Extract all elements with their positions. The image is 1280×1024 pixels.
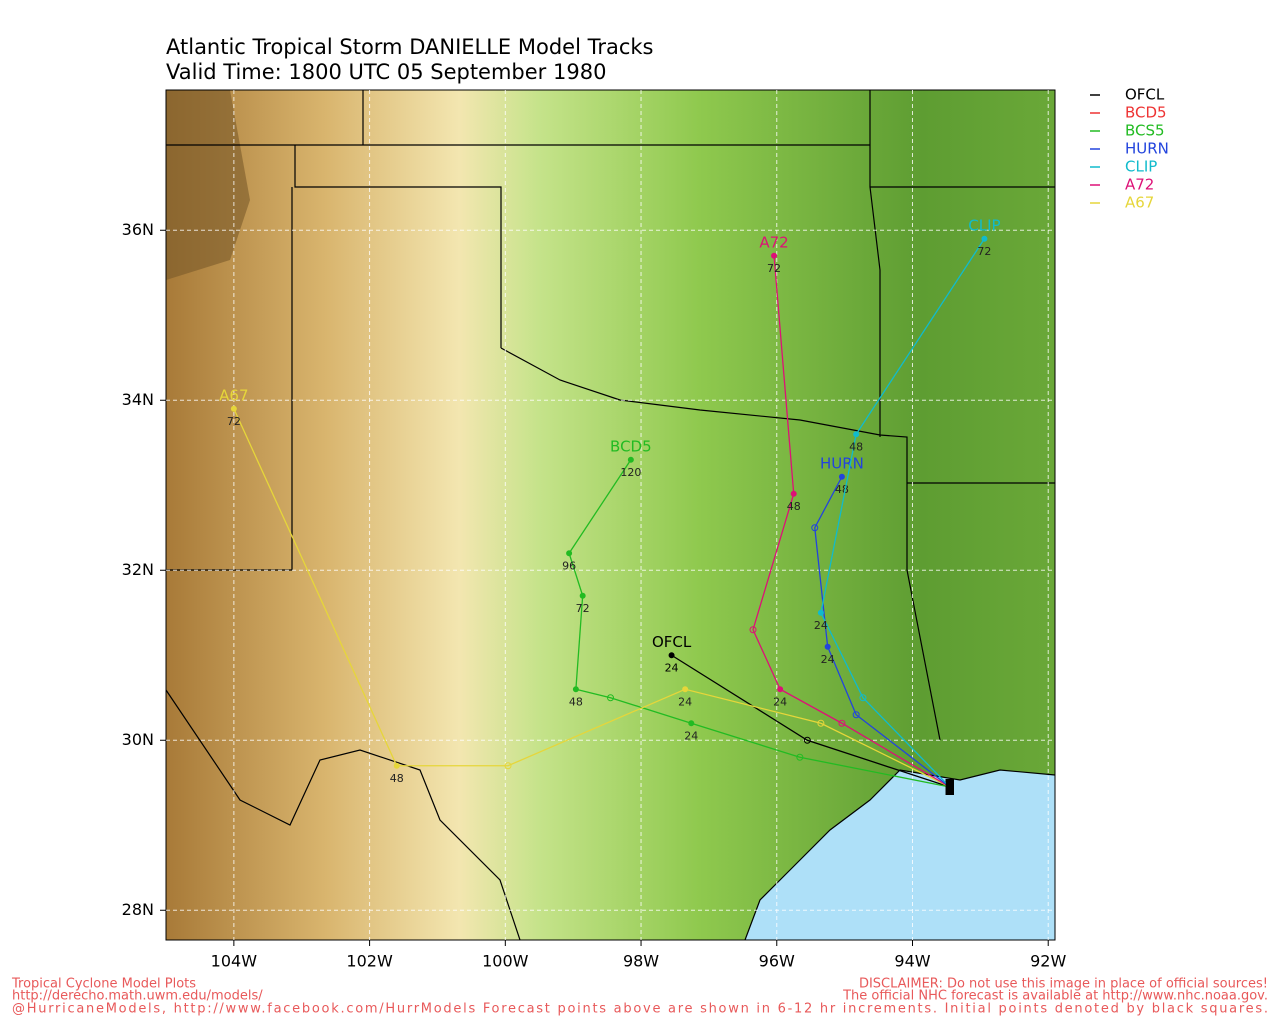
track-point [682,686,689,693]
track-point [749,626,757,634]
track-point [230,405,237,412]
forecast-hour: 72 [767,262,781,275]
tracks: 24 OFCL 24 48 72 96 120 BCD5 24 48 72 A67 24 48 72 A72 2… [219,216,1001,795]
track-point [579,592,586,599]
forecast-hour: 72 [977,245,991,258]
initial-point [945,779,954,795]
map-frame [165,89,1056,941]
forecast-hour: 24 [773,695,787,708]
track-point [688,720,695,727]
x-tick-label: 102W [346,952,393,971]
track-point [627,456,634,463]
title: Atlantic Tropical Storm DANIELLE Model T… [166,35,654,59]
track-point [859,694,867,702]
track-point [853,431,860,438]
track-point [838,719,846,727]
x-tick-label: 94W [894,952,930,971]
forecast-hour: 24 [665,661,679,674]
track [671,654,951,788]
track-label: CLIP [968,216,1000,234]
y-tick-label: 36N [122,220,154,239]
forecast-hour: 24 [678,695,692,708]
legend-label: A72 [1125,176,1154,194]
track-point [504,762,512,770]
legend-label: BCS5 [1125,122,1165,140]
track-point [796,753,804,761]
legend-label: CLIP [1125,158,1157,176]
track-point [811,524,819,532]
basemap [166,90,1055,940]
x-tick-label: 100W [482,952,529,971]
track-point [838,473,845,480]
track-label: OFCL [652,633,692,651]
track-point [572,686,579,693]
forecast-hour: 72 [227,415,241,428]
legend-label: OFCL [1125,86,1165,104]
forecast-hour: 72 [576,602,590,615]
track-point [668,652,675,659]
grid: 104W 102W 100W 98W 96W 94W 92W 28N 30N 32N 34N 36N [122,90,1066,971]
forecast-hour: 24 [684,729,698,742]
forecast-hour: 48 [569,695,583,708]
x-tick-label: 96W [759,952,795,971]
track-label: A72 [759,233,788,251]
forecast-hour: 120 [620,466,641,479]
x-tick-label: 104W [211,952,258,971]
track-point [824,643,831,650]
track [233,408,951,788]
footer: @HurricaneModels, http://www.facebook.co… [12,1002,1268,1017]
y-tick-label: 34N [122,390,154,409]
legend-label: A67 [1125,194,1154,212]
track [568,459,950,788]
forecast-hour: 48 [390,772,404,785]
track-label: BCD5 [610,437,652,455]
footer: http://derecho.math.uwm.edu/models/ [12,989,263,1004]
forecast-hour: 24 [821,653,835,666]
y-tick-label: 30N [122,730,154,749]
track-point [817,609,824,616]
legend-label: HURN [1125,140,1169,158]
subtitle: Valid Time: 1800 UTC 05 September 1980 [166,60,606,84]
track [752,255,951,788]
x-tick-label: 92W [1030,952,1066,971]
footer: Tropical Cyclone Model Plots [11,977,196,992]
y-tick-label: 28N [122,900,154,919]
track-label: A67 [219,386,248,404]
track-point [981,235,988,242]
forecast-hour: 24 [814,619,828,632]
disclaimer: The official NHC forecast is available a… [842,989,1268,1004]
track-point [803,736,811,744]
track-label: HURN [820,454,864,472]
legend-label: BCD5 [1125,104,1167,122]
disclaimer: DISCLAIMER: Do not use this image in pla… [859,977,1268,992]
track-point [777,686,784,693]
forecast-hour: 48 [787,500,801,513]
track-point [790,490,797,497]
x-tick-label: 98W [623,952,659,971]
track-point [817,719,825,727]
track-point [393,762,400,769]
forecast-hour: 48 [849,440,863,453]
track-point [852,711,860,719]
track-point [771,252,778,259]
track-point [607,694,614,702]
y-tick-label: 32N [122,560,154,579]
track-point [566,550,573,557]
forecast-hour: 96 [562,559,576,572]
